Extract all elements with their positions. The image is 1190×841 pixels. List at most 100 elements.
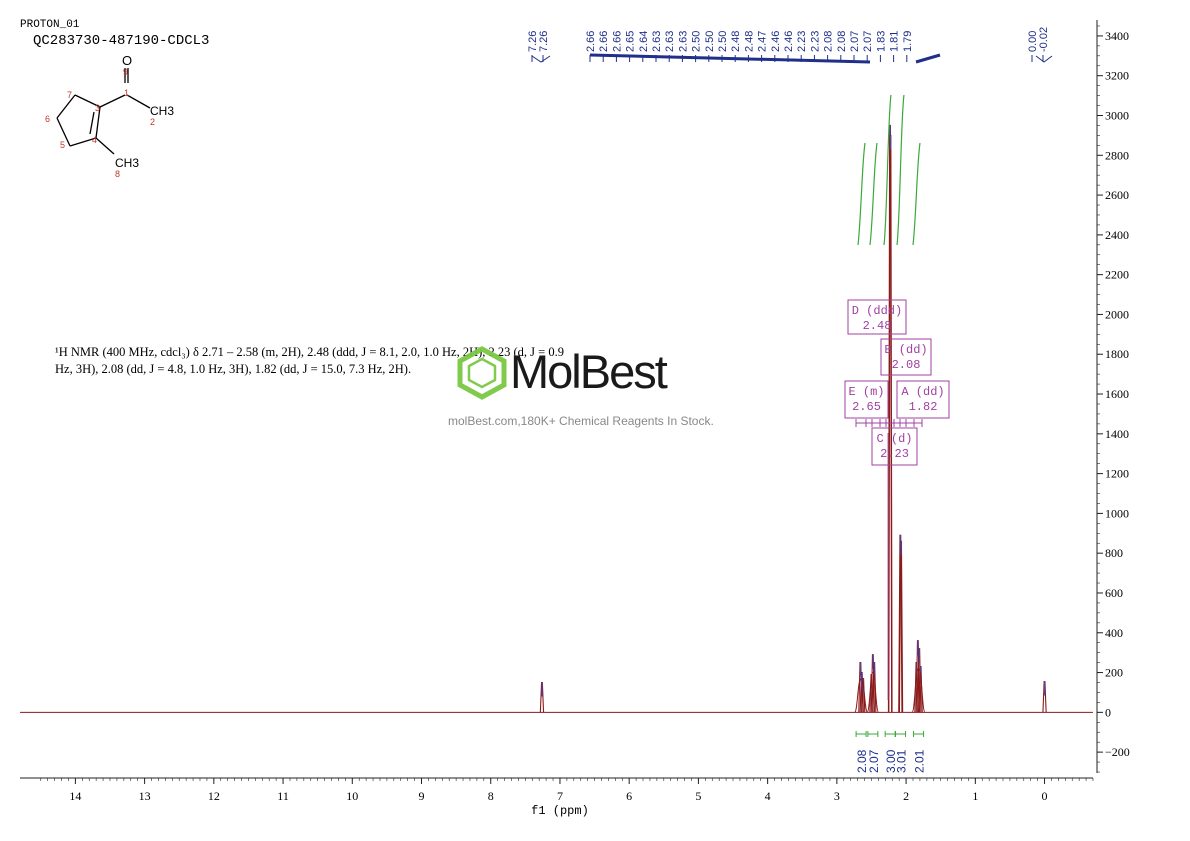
x-tick-label: 12 xyxy=(208,789,220,803)
x-tick-label: 0 xyxy=(1042,789,1048,803)
y-tick-label: 1800 xyxy=(1105,347,1129,361)
sample-id: QC283730-487190-CDCL3 xyxy=(33,33,210,49)
chemical-structure: O CH3 CH3 9 1 2 3 4 5 6 7 8 xyxy=(45,53,174,179)
x-tick-label: 3 xyxy=(834,789,840,803)
multiplet-shift: 2.65 xyxy=(852,400,881,414)
integral-value: 2.01 xyxy=(913,749,927,773)
multiplet-box xyxy=(871,427,918,466)
peak-label: 1.81 xyxy=(889,31,901,52)
atom-o: O xyxy=(122,53,132,68)
peak-label-connector xyxy=(589,53,871,64)
peak-label: 2.64 xyxy=(638,31,650,52)
y-tick-label: 1200 xyxy=(1105,467,1129,481)
atom-number: 3 xyxy=(95,103,100,113)
atom-ch3-8: CH3 xyxy=(115,156,139,170)
peak-label: -0.02 xyxy=(1038,27,1050,52)
peak-label: 2.50 xyxy=(717,31,729,52)
x-tick-label: 2 xyxy=(903,789,909,803)
y-tick-label: 800 xyxy=(1105,546,1123,560)
integral-curve xyxy=(869,142,878,246)
peak-label: 2.66 xyxy=(611,31,623,52)
y-tick-label: 1000 xyxy=(1105,506,1129,520)
atom-number: 8 xyxy=(115,169,120,179)
peak-label: 1.79 xyxy=(902,31,914,52)
peak-label: 2.46 xyxy=(770,31,782,52)
nmr-description-line-2: Hz, 3H), 2.08 (dd, J = 4.8, 1.0 Hz, 3H),… xyxy=(55,362,412,376)
integral-value: 3.00 xyxy=(884,749,898,773)
multiplet-envelope xyxy=(854,678,869,713)
peak-label: 2.50 xyxy=(704,31,716,52)
integral-curve xyxy=(883,94,892,246)
atom-ch3-2: CH3 xyxy=(150,104,174,118)
spectrum-peak xyxy=(888,134,893,713)
experiment-name: PROTON_01 xyxy=(20,19,80,31)
peak-label: 2.23 xyxy=(796,31,808,52)
multiplet-type: B (dd) xyxy=(884,343,927,357)
atom-number: 7 xyxy=(67,90,72,100)
integral-curve xyxy=(896,94,905,246)
atom-number: 4 xyxy=(92,135,97,145)
y-tick-label: 0 xyxy=(1105,705,1111,719)
peak-label: 2.50 xyxy=(691,31,703,52)
y-tick-label: 2600 xyxy=(1105,188,1129,202)
multiplet-shift: 2.08 xyxy=(892,358,921,372)
y-tick-label: 2400 xyxy=(1105,228,1129,242)
multiplet-envelope xyxy=(866,672,880,713)
x-tick-label: 4 xyxy=(765,789,771,803)
y-tick-label: 3200 xyxy=(1105,69,1129,83)
x-tick-label: 10 xyxy=(346,789,358,803)
watermark-tagline: molBest.com,180K+ Chemical Reagents In S… xyxy=(448,414,714,428)
y-tick-label: −200 xyxy=(1105,745,1130,759)
y-tick-label: 3400 xyxy=(1105,29,1129,43)
multiplet-shift: 2.23 xyxy=(880,447,909,461)
peak-label: 2.66 xyxy=(585,31,597,52)
spectrum-peak xyxy=(1042,680,1047,713)
x-tick-label: 7 xyxy=(557,789,563,803)
peak-label-connector xyxy=(915,53,941,64)
peak-label: 2.07 xyxy=(862,31,874,52)
y-tick-label: 1600 xyxy=(1105,387,1129,401)
peak-label: 2.63 xyxy=(664,31,676,52)
y-tick-label: 3000 xyxy=(1105,108,1129,122)
y-tick-label: 1400 xyxy=(1105,427,1129,441)
y-tick-label: 2000 xyxy=(1105,307,1129,321)
multiplet-type: D (ddd) xyxy=(852,304,902,318)
x-axis-title: f1 (ppm) xyxy=(531,804,589,818)
peak-label: 2.07 xyxy=(849,31,861,52)
nmr-description-line-1: ¹H NMR (400 MHz, cdcl₃) δ 2.71 – 2.58 (m… xyxy=(55,345,564,359)
multiplet-shift: 1.82 xyxy=(909,400,938,414)
multiplet-box xyxy=(896,380,950,419)
multiplet-box xyxy=(847,299,907,335)
nmr-description: ¹H NMR (400 MHz, cdcl₃) δ 2.71 – 2.58 (m… xyxy=(55,344,615,378)
peak-label: 2.48 xyxy=(730,31,742,52)
x-tick-label: 13 xyxy=(139,789,151,803)
peak-label: 2.63 xyxy=(677,31,689,52)
atom-number: 5 xyxy=(60,140,65,150)
peak-label: 2.46 xyxy=(783,31,795,52)
peak-label: 2.23 xyxy=(809,31,821,52)
multiplet-type: C (d) xyxy=(876,432,912,446)
atom-number: 2 xyxy=(150,117,155,127)
peak-label: 2.65 xyxy=(625,31,637,52)
integral-value: 2.07 xyxy=(867,749,881,773)
integral-curve xyxy=(912,142,921,246)
peak-label-bracket xyxy=(531,55,551,63)
y-tick-label: 2800 xyxy=(1105,148,1129,162)
spectrum-peak xyxy=(898,540,904,713)
y-tick-label: 200 xyxy=(1105,666,1123,680)
peak-label: 7.26 xyxy=(527,31,539,52)
peak-label: 7.26 xyxy=(538,31,550,52)
peak-label: 2.08 xyxy=(836,31,848,52)
atom-number: 9 xyxy=(123,67,128,77)
watermark-brand: MolBest xyxy=(510,345,668,398)
x-tick-label: 1 xyxy=(972,789,978,803)
x-tick-label: 11 xyxy=(277,789,289,803)
y-tick-label: 2200 xyxy=(1105,268,1129,282)
x-tick-label: 9 xyxy=(419,789,425,803)
atom-number: 6 xyxy=(45,114,50,124)
x-tick-label: 5 xyxy=(695,789,701,803)
integral-curve xyxy=(857,142,866,246)
peak-label: 2.08 xyxy=(823,31,835,52)
x-tick-label: 14 xyxy=(69,789,81,803)
multiplet-type: E (m) xyxy=(848,385,884,399)
